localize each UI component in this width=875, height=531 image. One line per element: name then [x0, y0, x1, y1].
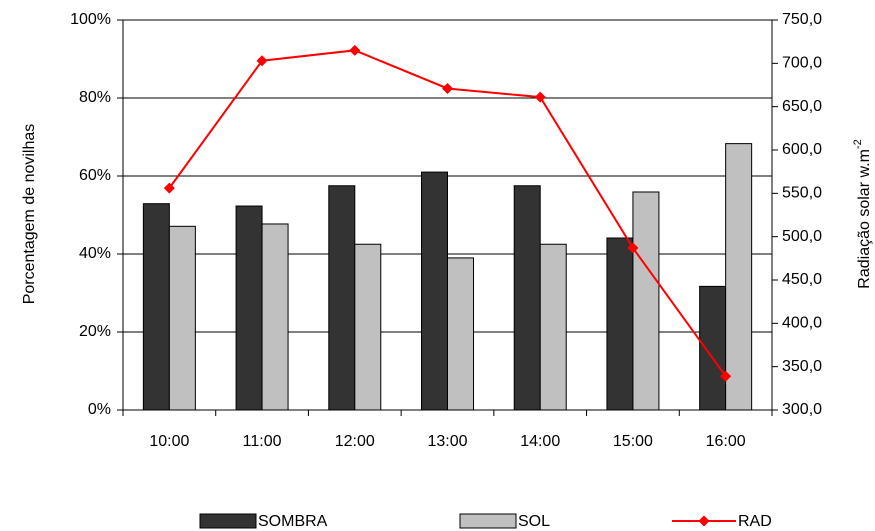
right-tick-label: 700,0: [782, 55, 822, 72]
bar-sol: [447, 257, 474, 411]
left-tick-label: 20%: [79, 323, 111, 340]
right-tick-label: 350,0: [782, 358, 822, 375]
bar-sol: [632, 191, 660, 411]
point-rad: [720, 370, 732, 382]
point-rad: [442, 82, 453, 94]
bar-sombra: [421, 171, 448, 411]
right-tick-label: 450,0: [782, 271, 822, 288]
legend-swatch-sombra: [199, 513, 257, 529]
x-tick-label: 16:00: [706, 433, 746, 450]
bar-sombra: [328, 185, 356, 411]
legend: SOMBRA SOL RAD: [199, 513, 772, 530]
bar-sol: [261, 223, 289, 411]
bar-sombra: [606, 237, 634, 411]
left-tick-label: 40%: [79, 245, 111, 262]
left-tick-label: 0%: [88, 401, 111, 418]
bar-sol: [539, 243, 567, 411]
x-axis-ticks: 10:00 11:00 12:00 13:00 14:00 15:00 16:00: [149, 433, 745, 450]
left-tick-label: 80%: [79, 89, 111, 106]
bar-sombra: [142, 203, 170, 411]
rad-line-series: [163, 44, 732, 382]
x-tick-label: 11:00: [243, 433, 282, 450]
bar-sombra: [513, 185, 541, 411]
point-rad: [256, 55, 268, 67]
legend-label-sol: SOL: [518, 513, 550, 530]
right-axis-ticks: 300,0 350,0 400,0 450,0 500,0 550,0 600,0 650,0…: [782, 11, 822, 418]
x-tick-label: 15:00: [613, 433, 653, 450]
bars: [142, 143, 753, 411]
bar-sol: [354, 243, 382, 411]
right-tick-label: 750,0: [782, 11, 822, 28]
right-tick-label: 400,0: [782, 315, 822, 332]
right-tick-label: 550,0: [782, 185, 822, 202]
bar-sombra: [699, 285, 727, 411]
point-rad: [163, 182, 175, 194]
right-axis-title-main: Radiação solar w.m: [856, 149, 873, 289]
right-tick-label: 650,0: [782, 98, 822, 115]
right-axis-title-superscript: -2: [852, 139, 864, 149]
right-tick-label: 300,0: [782, 401, 822, 418]
bar-sol: [168, 225, 196, 411]
left-tick-label: 100%: [70, 11, 111, 28]
legend-label-sombra: SOMBRA: [258, 513, 328, 530]
bar-sol: [725, 143, 753, 411]
right-tick-label: 600,0: [782, 141, 822, 158]
legend-swatch-sol: [459, 513, 517, 529]
axes: [117, 19, 778, 416]
point-rad: [349, 44, 361, 56]
left-tick-label: 60%: [79, 167, 111, 184]
legend-label-rad: RAD: [738, 513, 772, 530]
x-tick-label: 13:00: [427, 433, 467, 450]
right-tick-label: 500,0: [782, 228, 822, 245]
point-rad: [627, 242, 639, 254]
left-axis-ticks: 0% 20% 40% 60% 80% 100%: [70, 11, 111, 418]
x-tick-label: 10:00: [149, 433, 189, 450]
bar-sombra: [235, 205, 263, 411]
right-axis-title: Radiação solar w.m-2: [852, 139, 873, 288]
point-rad: [534, 91, 546, 103]
x-tick-label: 14:00: [520, 433, 560, 450]
x-tick-label: 12:00: [335, 433, 375, 450]
legend-marker-rad: [698, 515, 710, 527]
left-axis-title: Porcentagem de novilhas: [21, 124, 38, 305]
